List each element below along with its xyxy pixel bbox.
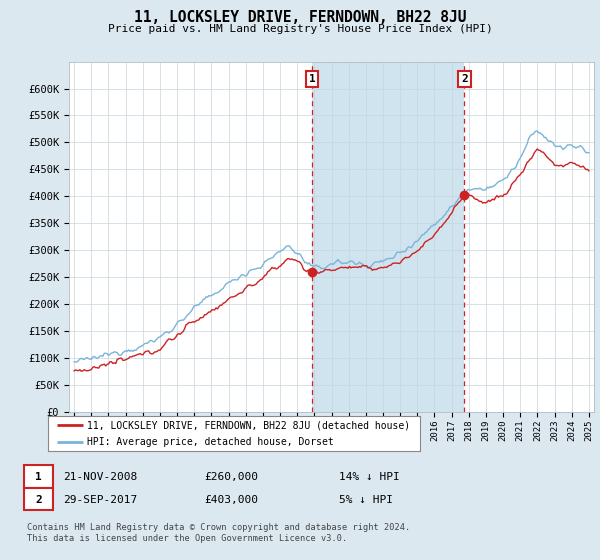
Text: 11, LOCKSLEY DRIVE, FERNDOWN, BH22 8JU: 11, LOCKSLEY DRIVE, FERNDOWN, BH22 8JU	[134, 10, 466, 25]
Text: 29-SEP-2017: 29-SEP-2017	[63, 494, 137, 505]
Text: 2: 2	[35, 494, 42, 505]
Text: 1: 1	[309, 74, 316, 84]
Text: 1: 1	[35, 472, 42, 482]
Text: 21-NOV-2008: 21-NOV-2008	[63, 472, 137, 482]
Text: 14% ↓ HPI: 14% ↓ HPI	[339, 472, 400, 482]
Bar	[312, 62, 464, 412]
Text: This data is licensed under the Open Government Licence v3.0.: This data is licensed under the Open Gov…	[27, 534, 347, 543]
Text: Price paid vs. HM Land Registry's House Price Index (HPI): Price paid vs. HM Land Registry's House …	[107, 24, 493, 34]
Text: 11, LOCKSLEY DRIVE, FERNDOWN, BH22 8JU (detached house): 11, LOCKSLEY DRIVE, FERNDOWN, BH22 8JU (…	[87, 421, 410, 431]
Text: HPI: Average price, detached house, Dorset: HPI: Average price, detached house, Dors…	[87, 437, 334, 447]
Text: £403,000: £403,000	[204, 494, 258, 505]
Text: £260,000: £260,000	[204, 472, 258, 482]
Text: 5% ↓ HPI: 5% ↓ HPI	[339, 494, 393, 505]
Text: 2: 2	[461, 74, 468, 84]
Text: Contains HM Land Registry data © Crown copyright and database right 2024.: Contains HM Land Registry data © Crown c…	[27, 523, 410, 532]
